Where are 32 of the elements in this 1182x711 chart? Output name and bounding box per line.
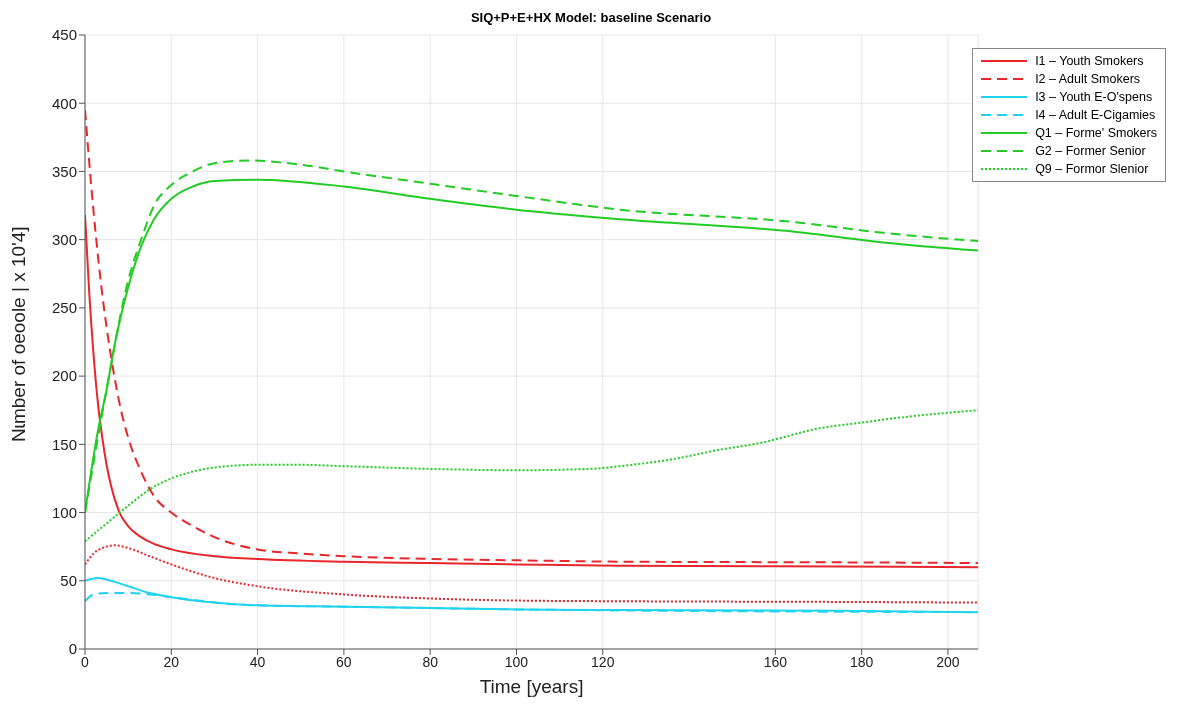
legend-label: I3 – Youth E-O'spens [1035,90,1153,104]
y-tick-label: 100 [51,503,77,521]
y-tick-label: 350 [51,162,77,180]
y-tick-label: 250 [51,299,77,317]
x-tick-label: 20 [163,653,180,670]
x-tick-label: 180 [849,653,874,670]
y-tick-label: 450 [51,26,77,44]
legend-label: I2 – Adult Smokers [1035,72,1141,86]
line-series [85,409,979,543]
legend-label: Q1 – Forme' Smokers [1035,126,1157,140]
x-tick-label: 200 [936,653,960,670]
x-tick-label: 0 [81,653,90,670]
x-tick-label: 120 [591,653,615,670]
x-tick-label: 100 [504,653,529,670]
y-tick-label: 400 [51,94,77,112]
x-tick-label: 160 [763,653,788,670]
legend-label: G2 – Former Senior [1035,144,1146,158]
legend-label: I4 – Adult E-Cigamies [1035,108,1156,122]
legend-label: I1 – Youth Smokers [1035,54,1144,68]
y-tick-label: 150 [51,435,77,453]
y-tick-label: 50 [60,572,77,590]
x-tick-label: 60 [336,653,352,670]
y-axis-title: Nɩmber of oeoole | x 10'4] [7,226,29,442]
y-tick-label: 200 [51,367,77,385]
legend-label: Q9 – Formor Slenior [1035,162,1149,176]
x-tick-label: 80 [422,653,439,670]
y-tick-label: 0 [68,640,77,658]
chart-title: SIQ+P+E+HX Model: baseline Scenario [469,10,713,25]
y-tick-label: 300 [51,230,77,248]
x-axis-title: Time [years] [479,676,584,697]
x-tick-label: 40 [249,653,266,670]
line-series [85,544,979,604]
